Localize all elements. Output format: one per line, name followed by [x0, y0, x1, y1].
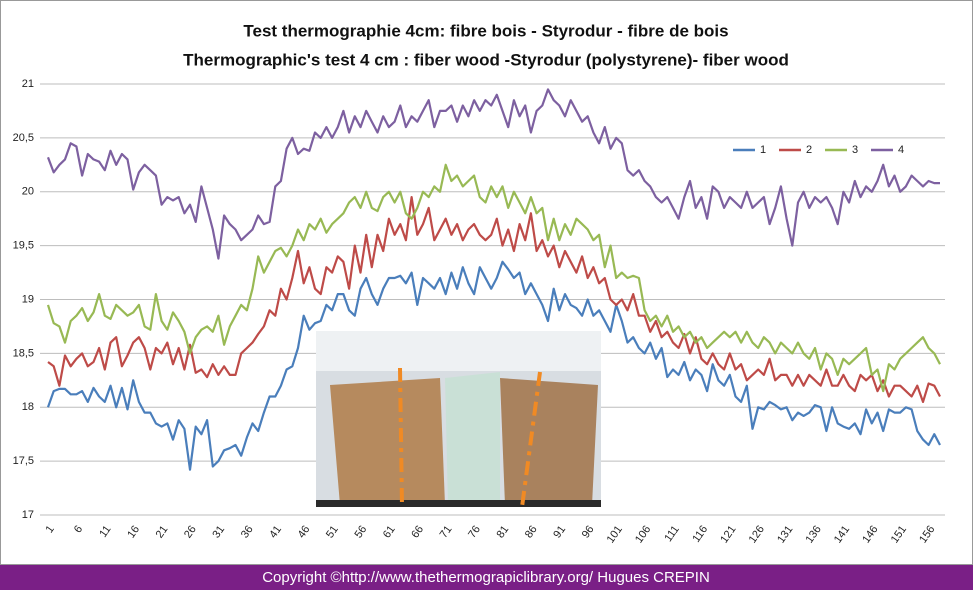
legend-label: 2 — [806, 144, 812, 156]
x-tick-label: 21 — [154, 524, 171, 541]
x-tick-label: 46 — [296, 524, 313, 541]
x-tick-label: 1 — [43, 524, 56, 536]
x-tick-label: 91 — [551, 524, 568, 541]
y-tick-label: 18,5 — [13, 347, 34, 359]
series-line — [46, 88, 940, 260]
y-tick-label: 19 — [22, 293, 34, 305]
x-tick-label: 66 — [409, 524, 426, 541]
series-line — [47, 196, 941, 403]
legend-label: 1 — [760, 144, 766, 156]
x-tick-label: 56 — [352, 524, 369, 541]
y-tick-label: 20,5 — [13, 132, 34, 144]
x-tick-label: 26 — [182, 524, 199, 541]
x-tick-label: 96 — [580, 524, 597, 541]
x-tick-label: 31 — [210, 524, 227, 541]
series-line — [46, 163, 941, 393]
x-tick-label: 36 — [239, 524, 256, 541]
x-tick-label: 41 — [267, 524, 284, 541]
x-tick-label: 71 — [438, 524, 455, 541]
y-tick-label: 17,5 — [13, 455, 34, 467]
y-tick-label: 20 — [22, 186, 34, 198]
series-line — [46, 260, 941, 471]
footer: Copyright ©http://www.thethermograpiclib… — [262, 569, 710, 586]
x-tick-label: 6 — [72, 524, 85, 536]
photo — [316, 331, 601, 508]
x-tick-label: 81 — [495, 524, 512, 541]
legend-label: 3 — [852, 144, 858, 156]
chart-subtitle: Thermographic's test 4 cm : fiber wood -… — [183, 50, 789, 69]
x-tick-label: 86 — [523, 524, 540, 541]
plot — [46, 88, 941, 471]
y-tick-label: 17 — [22, 509, 34, 521]
x-tick-label: 51 — [324, 524, 341, 541]
y-tick-label: 21 — [22, 78, 34, 90]
x-tick-label: 16 — [125, 524, 142, 541]
legend-label: 4 — [898, 144, 904, 156]
y-tick-label: 18 — [22, 401, 34, 413]
x-tick-label: 76 — [466, 524, 483, 541]
x-tick-label: 61 — [381, 524, 398, 541]
x-tick-label: 11 — [97, 524, 113, 540]
footer-bar — [0, 565, 973, 590]
y-tick-label: 19,5 — [13, 240, 34, 252]
chart-title: Test thermographie 4cm: fibre bois - Sty… — [243, 21, 728, 40]
